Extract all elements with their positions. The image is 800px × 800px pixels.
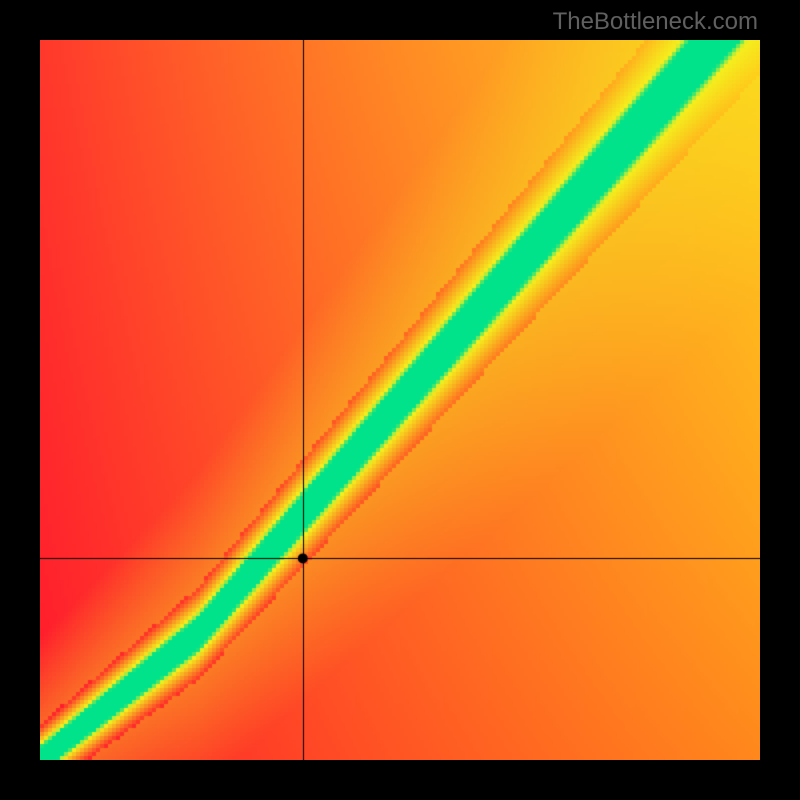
bottleneck-heatmap (40, 40, 760, 760)
watermark-text: TheBottleneck.com (553, 8, 758, 36)
